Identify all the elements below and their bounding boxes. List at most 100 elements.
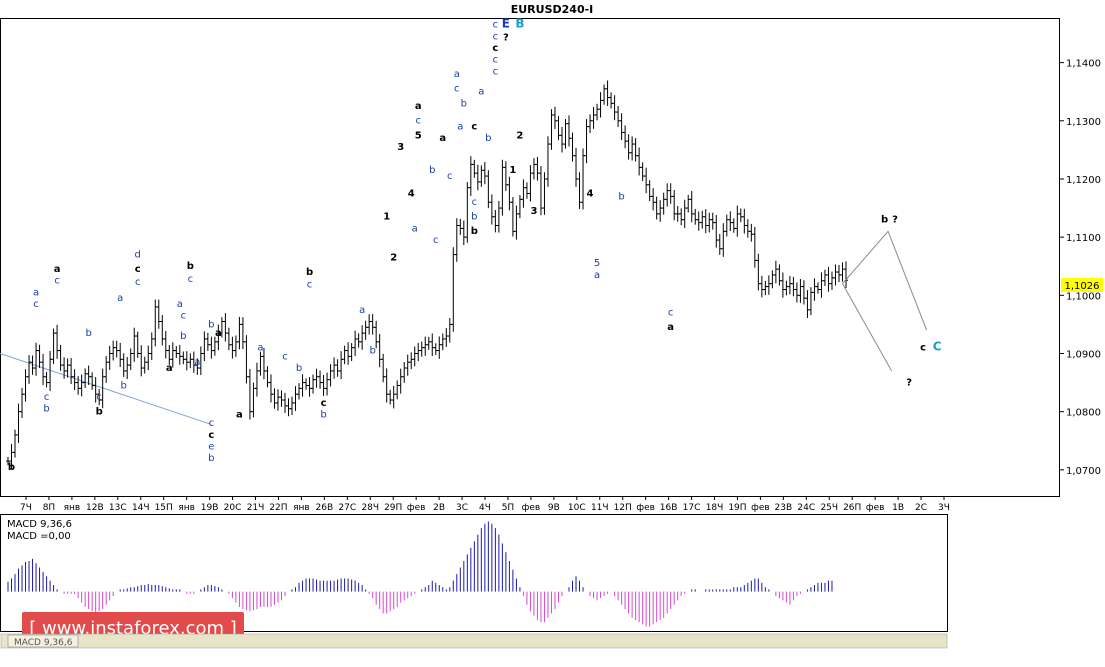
x-tick-label-19: 3С <box>456 503 468 513</box>
wave-label: c <box>433 235 439 246</box>
macd-histogram <box>7 521 833 627</box>
wave-label: a <box>478 87 484 98</box>
wave-label: c <box>492 43 498 54</box>
wave-label: a <box>177 299 183 310</box>
wave-label: b <box>85 328 91 339</box>
wave-label: 4 <box>408 188 415 199</box>
wave-label: b <box>208 453 214 464</box>
wave-label: a <box>117 293 123 304</box>
wave-label: c <box>181 311 187 322</box>
wave-label: a <box>412 223 418 234</box>
wave-label: b <box>96 407 103 418</box>
wave-label: a <box>54 264 61 275</box>
wave-label: b <box>471 226 478 237</box>
x-tick-label-29: 17С <box>683 503 701 513</box>
wave-label: c <box>135 264 141 275</box>
x-tick-label-5: 14Ч <box>132 503 150 513</box>
macd-label: MACD 9,36,6 <box>7 519 72 530</box>
x-tick-label-24: 10С <box>568 503 586 513</box>
wave-label: a <box>194 357 200 368</box>
wave-label: a <box>359 305 365 316</box>
x-tick-label-33: 23В <box>775 503 793 513</box>
y-tick-label-7: 1,0700 <box>1066 466 1101 477</box>
wave-label: c <box>54 276 60 287</box>
wave-label: c <box>493 20 499 31</box>
y-tick-label-5: 1,0900 <box>1066 349 1101 360</box>
wave-label: b <box>306 267 313 278</box>
x-tick-label-31: 19П <box>728 503 746 513</box>
x-tick-label-7: янв <box>178 503 195 513</box>
wave-label: c <box>209 418 215 429</box>
projection-layer <box>842 230 928 372</box>
wave-label: a <box>215 328 222 339</box>
wave-label: 5 <box>594 258 600 269</box>
y-tick-label-1: 1,1300 <box>1066 117 1101 128</box>
x-tick-label-34: 24С <box>797 503 815 513</box>
x-tick-label-2: янв <box>64 503 81 513</box>
wave-label: b <box>320 409 326 420</box>
wave-label: b <box>208 319 214 330</box>
wave-label: E <box>502 17 510 31</box>
wave-label: a <box>594 270 600 281</box>
x-tick-label-20: 4Ч <box>479 503 491 513</box>
wave-label: 4 <box>587 188 594 199</box>
wave-label: B <box>515 17 524 31</box>
wave-label: 2 <box>390 252 397 263</box>
macd-tab[interactable] <box>7 634 79 648</box>
wave-label: e <box>208 441 214 452</box>
x-tick-label-18: 2В <box>433 503 445 513</box>
wave-label: b <box>485 133 491 144</box>
wave-label: b <box>618 191 624 202</box>
wave-label: a <box>454 69 460 80</box>
wave-label: ? <box>503 33 509 44</box>
trendline-layer <box>0 353 212 425</box>
y-tick-label-0: 1,1400 <box>1066 59 1101 70</box>
price-panel-frame <box>0 18 1060 497</box>
x-tick-label-3: 12В <box>86 503 104 513</box>
wave-label: b <box>461 98 467 109</box>
time-axis: 7Ч 8П янв 12В 13С 14Ч 15П янв 19В 20С 21Ч 22П янв 26В… <box>20 496 950 513</box>
x-tick-label-14: 27С <box>338 503 356 513</box>
wave-label: c <box>44 392 50 403</box>
wave-label: c <box>493 66 499 77</box>
x-tick-label-37: фев <box>866 503 885 513</box>
x-tick-label-27: фев <box>636 503 655 513</box>
wave-label: c <box>96 392 102 403</box>
x-tick-label-39: 2С <box>915 503 927 513</box>
wave-label: b <box>187 261 194 272</box>
x-tick-label-9: 20С <box>224 503 242 513</box>
x-tick-label-4: 13С <box>109 503 127 513</box>
y-tick-label-4: 1,1000 <box>1066 291 1101 302</box>
x-tick-label-26: 12П <box>614 503 632 513</box>
macd-tab-label: MACD 9,36,6 <box>14 638 73 648</box>
wave-label: c <box>282 351 288 362</box>
x-tick-label-21: 5П <box>502 503 515 513</box>
wave-label: c <box>135 277 141 288</box>
x-tick-label-0: 7Ч <box>20 503 32 513</box>
wave-label: c <box>188 274 194 285</box>
price-badge: 1,1026 <box>1061 278 1103 292</box>
x-tick-label-35: 25Ч <box>820 503 838 513</box>
wave-label: d <box>135 250 141 261</box>
price-axis: 1,1400 1,1300 1,1200 1,1100 1,1000 1,0900 1,08… <box>1059 59 1101 477</box>
macd-panel-frame <box>0 514 948 632</box>
wave-label: a <box>236 409 243 420</box>
projection-label: ? <box>906 377 912 388</box>
wave-label: c <box>493 55 499 66</box>
wave-label: 3 <box>397 142 404 153</box>
price-badge-text: 1,1026 <box>1065 281 1100 292</box>
wave-label: a <box>166 363 173 374</box>
wave-label: b <box>180 331 186 342</box>
x-tick-label-36: 26П <box>843 503 861 513</box>
wave-label: b <box>369 345 375 356</box>
wave-label: b <box>121 380 127 391</box>
wave-label: b <box>296 363 302 374</box>
x-tick-label-16: 29П <box>384 503 402 513</box>
wave-label: 5 <box>415 130 422 141</box>
wave-label: 3 <box>530 206 537 217</box>
wave-label: b <box>471 212 477 223</box>
price-bars <box>6 80 848 470</box>
wave-label: a <box>667 322 674 333</box>
